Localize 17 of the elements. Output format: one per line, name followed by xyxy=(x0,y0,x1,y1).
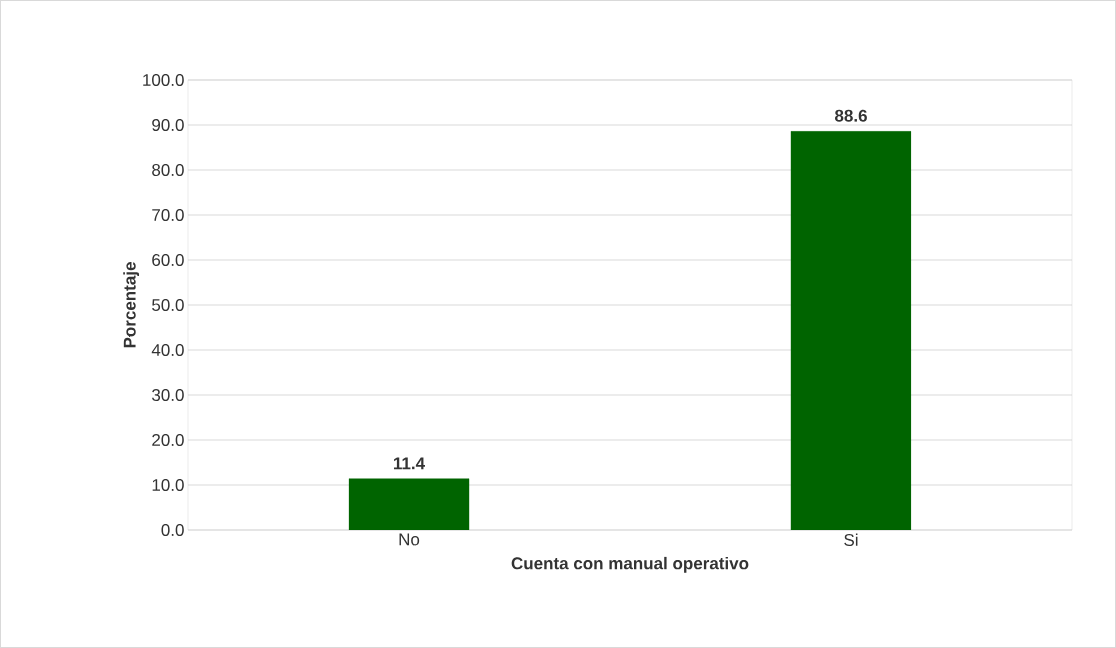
x-tick-label: No xyxy=(399,533,420,546)
x-tick-label: Si xyxy=(844,533,858,547)
y-tick-label: 100.0 xyxy=(143,73,184,87)
data-label: 11.4 xyxy=(394,457,425,470)
y-tick-label: 90.0 xyxy=(152,118,184,132)
y-tick-label: 40.0 xyxy=(151,343,184,357)
y-tick-label: 80.0 xyxy=(152,163,184,177)
y-tick-label: 30.0 xyxy=(152,388,184,402)
y-tick-label: 50.0 xyxy=(152,298,184,312)
y-axis-title: Porcentaje xyxy=(123,262,140,348)
data-label: 88.6 xyxy=(835,109,867,122)
y-tick-label: 70.0 xyxy=(152,208,184,222)
y-tick-label: 10.0 xyxy=(152,478,184,492)
y-tick-label: 60.0 xyxy=(152,253,184,267)
y-tick-label: 20.0 xyxy=(152,433,184,447)
x-axis-title: Cuenta con manual operativo xyxy=(511,556,749,573)
y-tick-label: 0.0 xyxy=(161,523,184,537)
